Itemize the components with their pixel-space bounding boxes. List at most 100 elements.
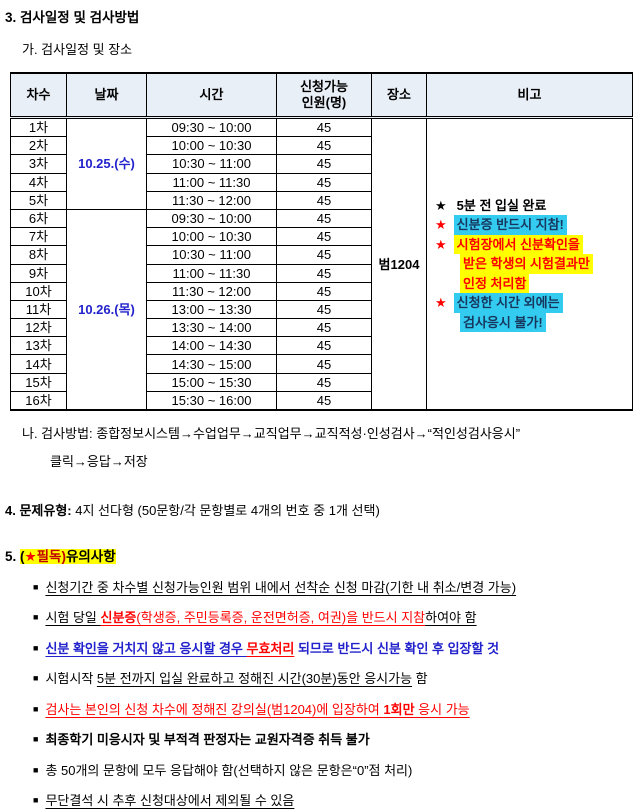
remark-line: 받은 학생의 시험결과만 <box>435 254 632 274</box>
remark-line: 검사응시 불가! <box>435 313 632 333</box>
bullet-square-icon: ■ <box>33 795 38 805</box>
cell-capacity: 45 <box>277 300 372 318</box>
schedule-table-head: 차수 날짜 시간 신청가능 인원(명) 장소 비고 <box>11 73 633 118</box>
cell-round: 4차 <box>11 173 67 191</box>
section3-title: 3. 검사일정 및 검사방법 <box>5 6 637 26</box>
text-segment: 신청기간 중 차수별 신청가능인원 범위 내에서 선착순 신청 마감(기한 내 … <box>45 580 516 595</box>
section4-rest: 4지 선다형 (50문항/각 문항별로 4개의 번호 중 1개 선택) <box>72 503 380 518</box>
cell-date: 10.26.(목) <box>67 209 147 410</box>
section5-prefix: 5. <box>5 549 20 564</box>
cell-capacity: 45 <box>277 391 372 410</box>
cell-round: 2차 <box>11 137 67 155</box>
cell-capacity: 45 <box>277 118 372 137</box>
notice-item: ■ 최종학기 미응시자 및 부적격 판정자는 교원자격증 취득 불가 <box>33 731 637 748</box>
cell-capacity: 45 <box>277 319 372 337</box>
cell-place: 범1204 <box>372 118 427 411</box>
cell-round: 8차 <box>11 246 67 264</box>
cell-round: 12차 <box>11 319 67 337</box>
header-time: 시간 <box>147 73 277 118</box>
header-place: 장소 <box>372 73 427 118</box>
cell-capacity: 45 <box>277 246 372 264</box>
table-header-row: 차수 날짜 시간 신청가능 인원(명) 장소 비고 <box>11 73 633 118</box>
cell-capacity: 45 <box>277 228 372 246</box>
text-segment: 최종학기 미응시자 및 부적격 판정자는 교원자격증 취득 불가 <box>45 732 369 747</box>
bullet-square-icon: ■ <box>33 734 38 744</box>
text-segment: 응시 가능 <box>415 702 470 717</box>
cell-round: 15차 <box>11 373 67 391</box>
cell-time: 10:00 ~ 10:30 <box>147 137 277 155</box>
text-segment: 무단결석 시 추후 신청대상에서 제외될 수 있음 <box>45 793 294 808</box>
cell-capacity: 45 <box>277 173 372 191</box>
remark-text: 인정 처리함 <box>460 274 529 294</box>
notice-item: ■검사는 본인의 신청 차수에 정해진 강의실(범1204)에 입장하여 1회만… <box>33 701 637 718</box>
bullet-square-icon: ■ <box>33 643 38 653</box>
cell-time: 11:30 ~ 12:00 <box>147 282 277 300</box>
cell-round: 3차 <box>11 155 67 173</box>
text-segment: 하여야 함 <box>425 610 476 625</box>
cell-time: 11:30 ~ 12:00 <box>147 191 277 209</box>
bullet-square-icon: ■ <box>33 704 38 714</box>
cell-time: 10:30 ~ 11:00 <box>147 246 277 264</box>
cell-time: 15:00 ~ 15:30 <box>147 373 277 391</box>
cell-capacity: 45 <box>277 282 372 300</box>
cell-round: 6차 <box>11 209 67 227</box>
header-date: 날짜 <box>67 73 147 118</box>
method-line1: 나. 검사방법: 종합정보시스템→수업업무→교직업무→교직적성·인성검사→“적인… <box>22 425 637 442</box>
text-segment: ★ <box>25 549 37 564</box>
text-segment: (학생증, 주민등록증, 운전면허증, 여권)을 반드시 지참 <box>136 610 425 625</box>
cell-capacity: 45 <box>277 137 372 155</box>
text-segment: 검사는 본인의 신청 차수에 정해진 강의실(범1204)에 입장하여 <box>45 702 383 717</box>
notice-item: ■ 무단결석 시 추후 신청대상에서 제외될 수 있음 <box>33 792 637 809</box>
text-segment: 함 <box>412 671 428 686</box>
text-segment: 신분증 <box>101 610 137 625</box>
cell-time: 11:00 ~ 11:30 <box>147 264 277 282</box>
remark-text: 검사응시 불가! <box>460 313 546 333</box>
cell-time: 13:30 ~ 14:00 <box>147 319 277 337</box>
cell-time: 10:30 ~ 11:00 <box>147 155 277 173</box>
cell-round: 13차 <box>11 337 67 355</box>
notice-item: ■ 신분 확인을 거치지 않고 응시할 경우 무효처리 되므로 반드시 신분 확인… <box>33 640 637 657</box>
section5-highlighted-heading: (★필독)유의사항 <box>20 549 116 564</box>
remark-line: 인정 처리함 <box>435 274 632 294</box>
cell-time: 09:30 ~ 10:00 <box>147 209 277 227</box>
text-segment: 총 50개의 문항에 모두 응답해야 함(선택하지 않은 문항은“0”점 처리) <box>45 763 412 778</box>
cell-capacity: 45 <box>277 155 372 173</box>
cell-round: 11차 <box>11 300 67 318</box>
remark-text: 받은 학생의 시험결과만 <box>460 254 593 274</box>
section3a-title: 가. 검사일정 및 장소 <box>22 39 637 58</box>
cell-round: 10차 <box>11 282 67 300</box>
remark-text: 5분 전 입실 완료 <box>454 196 550 216</box>
cell-time: 15:30 ~ 16:00 <box>147 391 277 410</box>
section5-title: 5. (★필독)유의사항 <box>5 545 637 565</box>
text-segment: 무효처리 <box>247 641 295 656</box>
cell-capacity: 45 <box>277 355 372 373</box>
cell-time: 10:00 ~ 10:30 <box>147 228 277 246</box>
text-segment: 시험시작 <box>45 671 96 686</box>
section4-title: 4. 문제유형: 4지 선다형 (50문항/각 문항별로 4개의 번호 중 1개… <box>5 500 637 519</box>
cell-round: 16차 <box>11 391 67 410</box>
section4-lead: 4. 문제유형: <box>5 503 72 518</box>
text-segment: 되므로 반드시 신분 확인 후 입장할 것 <box>294 641 499 656</box>
notices-list: ■ 신청기간 중 차수별 신청가능인원 범위 내에서 선착순 신청 마감(기한 내… <box>33 579 637 809</box>
cell-capacity: 45 <box>277 373 372 391</box>
cell-round: 14차 <box>11 355 67 373</box>
text-segment: 유의사항 <box>66 549 116 564</box>
cell-round: 5차 <box>11 191 67 209</box>
remark-line: ★신분증 반드시 지참! <box>435 215 632 235</box>
bullet-square-icon: ■ <box>33 582 38 592</box>
header-remark: 비고 <box>427 73 633 118</box>
remark-line: ★신청한 시간 외에는 <box>435 293 632 313</box>
cell-time: 13:00 ~ 13:30 <box>147 300 277 318</box>
text-segment: 신분 확인을 거치지 않고 응시할 경우 <box>45 641 246 656</box>
bullet-square-icon: ■ <box>33 612 38 622</box>
notice-item: ■ 신청기간 중 차수별 신청가능인원 범위 내에서 선착순 신청 마감(기한 내… <box>33 579 637 596</box>
text-segment: 시험 당일 <box>45 610 100 625</box>
bullet-square-icon: ■ <box>33 765 38 775</box>
cell-round: 7차 <box>11 228 67 246</box>
text-segment: 필독) <box>37 549 66 564</box>
